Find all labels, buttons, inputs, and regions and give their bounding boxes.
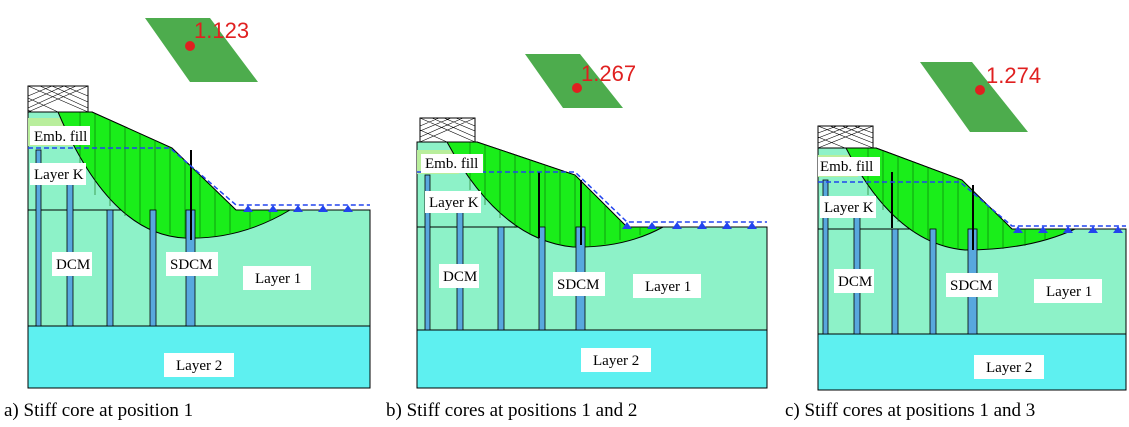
layer2-box	[974, 355, 1044, 379]
layer1-box	[243, 266, 311, 290]
layer-k-label: Layer K	[429, 195, 479, 211]
layer-k-box	[30, 163, 86, 185]
dcm-box	[439, 264, 479, 288]
caption-c: c) Stiff cores at positions 1 and 3	[785, 400, 1036, 421]
fos-value: 1.274	[986, 63, 1041, 88]
load-hatch	[419, 117, 476, 143]
fos-grid	[145, 18, 258, 82]
layer2-label: Layer 2	[986, 360, 1032, 376]
layer-k-box	[425, 191, 481, 213]
critical-center	[975, 85, 985, 95]
water-table	[28, 147, 370, 206]
sdcm-label: SDCM	[950, 278, 993, 294]
layer-k-label: Layer K	[824, 200, 874, 216]
load-hatch	[817, 125, 874, 149]
panel-c: Emb. fill Layer K DCM SDCM Layer 1 Layer…	[790, 0, 1129, 400]
sdcm-box	[946, 273, 998, 297]
water-markers	[243, 205, 353, 212]
slip-slices	[469, 142, 641, 246]
layer1-label: Layer 1	[255, 271, 301, 287]
diagram-c: Emb. fill Layer K DCM SDCM Layer 1 Layer…	[817, 62, 1127, 391]
sdcm-label: SDCM	[170, 257, 213, 273]
diagram-b: Emb. fill Layer K DCM SDCM Layer 1 Layer…	[416, 54, 768, 389]
fos-value: 1.267	[581, 61, 636, 86]
load-hatch	[27, 85, 89, 113]
slip-surface	[57, 111, 292, 239]
dcm-label: DCM	[443, 269, 477, 285]
layer-2-region	[817, 333, 1127, 391]
slip-surface	[446, 141, 664, 248]
critical-center	[572, 83, 582, 93]
emb-label-box	[30, 126, 90, 145]
emb-label-box	[818, 157, 880, 176]
panel-a: Emb. fill Layer K DCM SDCM Layer 1 Layer…	[0, 0, 380, 400]
layer1-box	[1034, 279, 1102, 303]
fos-value: 1.123	[194, 18, 249, 43]
layer1-box	[633, 274, 701, 298]
layer2-label: Layer 2	[176, 358, 222, 374]
layer2-label: Layer 2	[593, 353, 639, 369]
fos-grid	[525, 54, 623, 108]
layer2-box	[581, 348, 651, 372]
layer-k-box	[820, 196, 876, 218]
dcm-label: DCM	[56, 257, 90, 273]
water-markers	[622, 222, 757, 229]
emb-label: Emb. fill	[820, 159, 873, 175]
dcm-box	[834, 269, 874, 293]
fos-grid	[920, 62, 1028, 132]
sdcm-box	[166, 252, 218, 276]
diagram-a: Emb. fill Layer K DCM SDCM Layer 1 Layer…	[27, 18, 371, 389]
emb-label: Emb. fill	[34, 129, 87, 145]
layer1-label: Layer 1	[645, 279, 691, 295]
emb-label-box	[421, 154, 483, 173]
layer2-box	[164, 353, 234, 377]
critical-center	[185, 41, 195, 51]
sdcm-box	[553, 272, 605, 296]
water-table	[818, 181, 1126, 227]
layer-k-label: Layer K	[34, 167, 84, 183]
caption-a: a) Stiff core at position 1	[4, 400, 194, 421]
dcm-label: DCM	[838, 274, 872, 290]
panel-b: Emb. fill Layer K DCM SDCM Layer 1 Layer…	[395, 0, 780, 400]
emb-label: Emb. fill	[425, 156, 478, 172]
layer1-label: Layer 1	[1046, 284, 1092, 300]
caption-b: b) Stiff cores at positions 1 and 2	[386, 400, 638, 421]
sdcm-label: SDCM	[557, 277, 600, 293]
water-table	[417, 171, 767, 223]
water-markers	[1013, 226, 1123, 233]
dcm-box	[52, 252, 92, 276]
